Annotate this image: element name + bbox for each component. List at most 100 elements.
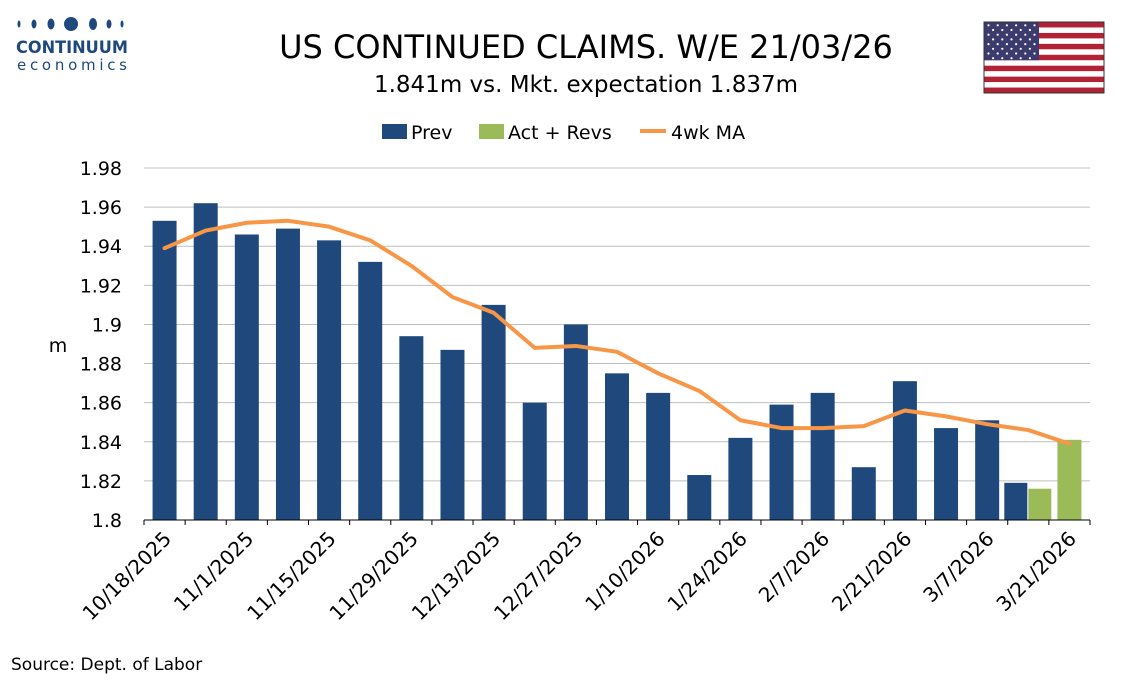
moving-average-line [162,218,1072,446]
bar-act [1057,439,1082,520]
flag-star [1028,47,1031,50]
flag-star [1033,33,1036,36]
y-tick-label: 1.94 [80,236,122,258]
flag-stripe [984,82,1104,88]
flag-star [996,61,999,64]
continuum-logo: CONTINUUM economics [16,17,128,74]
bar-prev [646,392,671,520]
flag-star [992,28,995,32]
bar-prev [152,220,177,521]
bar-prev [481,304,506,520]
flag-star [1024,33,1027,36]
flag-star [996,33,999,36]
flag-canton [984,22,1039,61]
flag-star [1024,52,1027,55]
flag-star [1024,61,1027,64]
flag-star [1024,24,1027,27]
bar-prev [769,404,794,520]
flag-star [1033,43,1036,46]
source-note: Source: Dept. of Labor [11,655,202,675]
bar-prev [934,428,959,520]
flag-star [1005,24,1009,27]
legend-label-prev: Prev [411,122,452,144]
chart-title: US CONTINUED CLAIMS. W/E 21/03/26 [279,28,893,66]
flag-star [1015,24,1018,27]
flag-star [1028,38,1031,41]
flag-star [1019,47,1022,50]
y-tick-label: 1.98 [80,158,122,180]
legend: Prev Act + Revs 4wk MA [382,122,745,144]
bar-prev [234,234,259,520]
bar-prev [687,475,712,520]
flag-stripe [984,65,1104,72]
y-tick-label: 1.8 [92,510,122,532]
flag-star [1019,28,1022,32]
flag-star [1010,38,1013,41]
bar-prev [522,402,547,520]
chart-subtitle: 1.841m vs. Mkt. expectation 1.837m [374,72,798,98]
bars [152,203,1082,521]
bar-prev [399,336,424,520]
flag-star [1033,52,1036,55]
y-tick-label: 1.96 [80,197,122,219]
x-tick-label: 11/1/2025 [169,527,258,616]
flag-star [1005,61,1009,64]
flag-star [1015,61,1018,64]
brand-name: CONTINUUM [16,38,128,58]
flag-star [1033,24,1036,27]
flag-star [1005,52,1009,55]
bar-prev [810,392,835,520]
flag-star [1005,33,1009,36]
flag-star [987,43,990,46]
y-tick-label: 1.84 [80,432,122,454]
x-tick-label: 1/10/2026 [580,527,669,616]
y-tick-label: 1.82 [80,471,122,493]
bar-prev [975,420,1000,520]
x-tick-label: 2/21/2026 [827,527,916,616]
flag-star [1001,47,1004,50]
flag-star [1028,28,1031,32]
flag-star [1024,43,1027,46]
flag-star [987,24,990,27]
legend-label-act: Act + Revs [508,122,612,144]
bar-prev [440,349,465,520]
flag-stripe [984,27,1104,34]
bar-prev [275,228,300,520]
flag-star [1010,57,1013,60]
flag-stripe [984,22,1104,28]
bar-prev [563,324,588,520]
logo-dot [89,18,97,30]
x-tick-label: 10/18/2025 [78,527,176,625]
y-axis-ticks: 1.98 1.96 1.94 1.92 1.9 1.88 1.86 1.84 1.82 1.8 [80,158,122,532]
flag-stripe [984,54,1104,61]
flag-stripe [984,71,1104,77]
y-tick-label: 1.88 [80,354,122,376]
y-tick-label: 1.9 [92,314,122,336]
bar-prev [358,261,383,520]
bar-prev [851,467,876,520]
bar-prev [892,381,917,520]
legend-swatch-prev [382,124,407,139]
flag-star [1015,43,1018,46]
flag-star [992,57,995,60]
y-tick-label: 1.86 [80,393,122,415]
flag-star [992,38,995,41]
flag-stripe [984,32,1104,39]
logo-dot [17,20,21,28]
y-axis-label: m [49,335,68,357]
flag-stripe [984,76,1104,83]
x-axis: 10/18/202511/1/202511/15/202511/29/20251… [78,519,1091,625]
flag-stripe [984,38,1104,45]
flag-star [1015,52,1018,55]
y-tick-label: 1.92 [80,275,122,297]
flag-star [996,43,999,46]
logo-dot [64,17,78,31]
flag-star [987,61,990,64]
bar-prev [605,373,629,520]
flag-star [1019,38,1022,41]
bar-prev [728,437,753,520]
flag-star [1015,33,1018,36]
logo-dot [106,19,112,29]
flag-star [992,47,995,50]
